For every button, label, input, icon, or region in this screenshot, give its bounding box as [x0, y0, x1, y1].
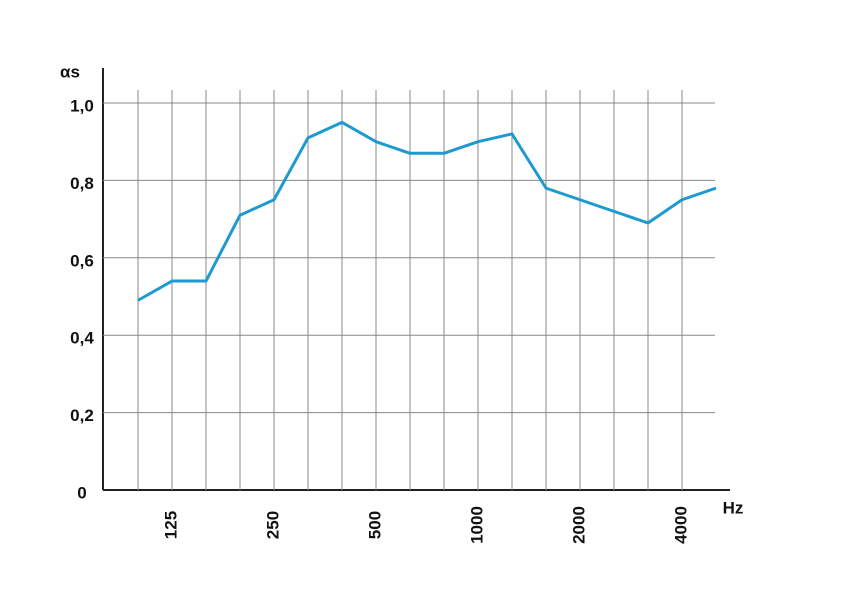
y-tick-label: 0,2: [70, 406, 94, 425]
y-tick-label: 0,8: [70, 174, 94, 193]
y-tick-label: 1,0: [70, 96, 94, 115]
y-tick-label: 0,6: [70, 251, 94, 270]
x-axis-label: Hz: [723, 498, 744, 517]
data-line: [137, 120, 717, 302]
y-axis-label: αs: [60, 62, 80, 81]
x-tick-label: 2000: [569, 506, 588, 544]
x-tick-label: 500: [365, 511, 384, 539]
x-tick-label: 250: [263, 511, 282, 539]
y-tick-label: 0,4: [70, 329, 94, 348]
x-tick-label: 4000: [671, 506, 690, 544]
y-tick-label: 0: [77, 483, 86, 502]
x-tick-label: 1000: [467, 506, 486, 544]
x-tick-label: 125: [161, 511, 180, 539]
